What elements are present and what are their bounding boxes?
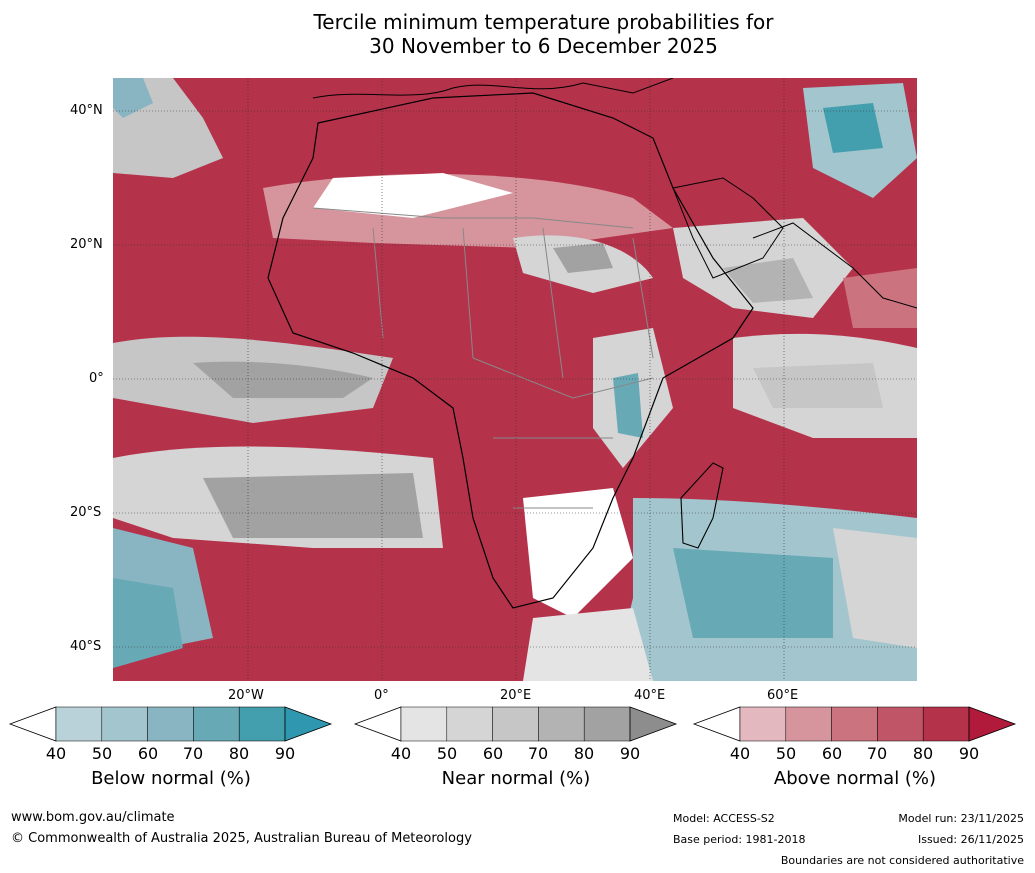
boundaries-disclaimer: Boundaries are not considered authoritat… xyxy=(780,854,1024,867)
colorbar-segment xyxy=(739,706,787,742)
website-link[interactable]: www.bom.gov.au/climate xyxy=(11,810,175,825)
colorbar-below-title: Below normal (%) xyxy=(91,768,251,789)
lon-label-0: 0° xyxy=(374,688,389,703)
tick: 50 xyxy=(436,744,458,763)
tick: 60 xyxy=(821,744,843,763)
probability-map xyxy=(113,78,917,681)
tick: 40 xyxy=(45,744,67,763)
colorbar-segment xyxy=(492,706,539,742)
map-canvas xyxy=(113,78,917,681)
lon-label-20e: 20°E xyxy=(500,688,532,703)
colorbar-segment xyxy=(446,706,493,742)
colorbar-above-title: Above normal (%) xyxy=(773,768,937,789)
model-run-date: Model run: 23/11/2025 xyxy=(898,812,1024,825)
colorbar-lower-extend xyxy=(353,706,402,742)
lon-label-40e: 40°E xyxy=(634,688,666,703)
colorbar-segment xyxy=(785,706,832,742)
colorbar-near-title: Near normal (%) xyxy=(441,768,591,789)
colorbar-segment xyxy=(193,706,240,742)
colorbar-segment xyxy=(238,706,286,742)
tick: 70 xyxy=(866,744,888,763)
tick: 80 xyxy=(912,744,934,763)
lat-label-0: 0° xyxy=(89,371,104,386)
colorbar-segment xyxy=(922,706,970,742)
colorbar-below xyxy=(8,706,333,742)
colorbar-upper-extend xyxy=(968,706,1017,742)
africa-coastline xyxy=(267,92,754,609)
colorbar-segment xyxy=(538,706,585,742)
issued-date: Issued: 26/11/2025 xyxy=(917,833,1024,846)
title-line-2: 30 November to 6 December 2025 xyxy=(369,34,718,58)
tick: 60 xyxy=(482,744,504,763)
tick: 70 xyxy=(527,744,549,763)
colorbar-segment xyxy=(400,706,448,742)
lat-label-20n: 20°N xyxy=(70,237,103,252)
tick: 90 xyxy=(958,744,980,763)
lon-label-20w: 20°W xyxy=(228,688,264,703)
model-name: Model: ACCESS-S2 xyxy=(673,812,775,825)
lon-label-60e: 60°E xyxy=(767,688,799,703)
tick: 60 xyxy=(137,744,159,763)
copyright-text: © Commonwealth of Australia 2025, Austra… xyxy=(11,831,472,846)
tick: 40 xyxy=(390,744,412,763)
colorbar-segment xyxy=(55,706,103,742)
colorbar-lower-extend xyxy=(692,706,741,742)
title-line-1: Tercile minimum temperature probabilitie… xyxy=(313,10,774,34)
tick: 70 xyxy=(182,744,204,763)
colorbar-segment xyxy=(147,706,194,742)
colorbar-lower-extend xyxy=(8,706,57,742)
colorbar-upper-extend xyxy=(629,706,678,742)
colorbar-above xyxy=(692,706,1017,742)
map-title: Tercile minimum temperature probabilitie… xyxy=(0,10,1035,58)
colorbar-upper-extend xyxy=(284,706,333,742)
graticule xyxy=(113,78,917,681)
tick: 80 xyxy=(573,744,595,763)
lat-label-40s: 40°S xyxy=(70,639,102,654)
base-period: Base period: 1981-2018 xyxy=(673,833,806,846)
colorbar-near xyxy=(353,706,678,742)
colorbar-segment xyxy=(101,706,148,742)
tick: 40 xyxy=(729,744,751,763)
lat-label-20s: 20°S xyxy=(70,505,102,520)
madagascar-coastline xyxy=(680,462,724,549)
lat-label-40n: 40°N xyxy=(70,103,103,118)
tick: 90 xyxy=(619,744,641,763)
colorbar-segment xyxy=(831,706,878,742)
tick: 50 xyxy=(775,744,797,763)
tick: 50 xyxy=(91,744,113,763)
tick: 90 xyxy=(274,744,296,763)
colorbar-segment xyxy=(583,706,631,742)
country-boundaries xyxy=(312,207,654,509)
tick: 80 xyxy=(228,744,250,763)
colorbar-segment xyxy=(877,706,924,742)
